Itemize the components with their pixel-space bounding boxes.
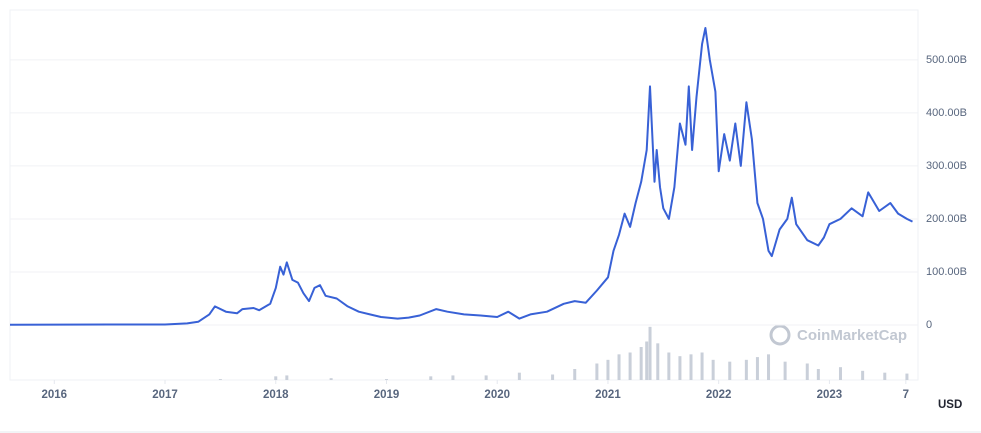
volume-bar xyxy=(689,354,693,380)
x-tick-label: 2017 xyxy=(152,389,178,401)
volume-bar xyxy=(285,375,289,380)
volume-bar xyxy=(744,359,748,380)
x-tick-label: 2018 xyxy=(263,389,289,401)
volume-bar xyxy=(645,341,649,380)
y-tick-label: 500.00B xyxy=(926,54,967,66)
volume-bar xyxy=(883,372,887,380)
volume-bar xyxy=(551,374,555,380)
volume-bar xyxy=(429,376,433,380)
volume-bar xyxy=(767,354,771,380)
x-tick-label: 2016 xyxy=(41,389,67,401)
volume-bar xyxy=(517,372,521,380)
volume-bar xyxy=(384,379,388,380)
watermark: CoinMarketCap xyxy=(769,324,907,346)
volume-bar xyxy=(639,347,643,380)
x-tick-label: 2019 xyxy=(374,389,400,401)
volume-bar xyxy=(700,352,704,380)
volume-bar xyxy=(617,354,621,380)
volume-bar xyxy=(606,359,610,380)
x-tick-label: 2020 xyxy=(484,389,510,401)
volume-bar xyxy=(678,356,682,380)
y-tick-label: 300.00B xyxy=(926,160,967,172)
volume-bar xyxy=(711,359,715,380)
volume-bar xyxy=(484,375,488,380)
volume-bar xyxy=(274,376,278,380)
price-line xyxy=(9,27,913,326)
volume-bar xyxy=(905,373,909,380)
volume-bar xyxy=(573,369,577,380)
volume-bar xyxy=(656,343,660,380)
watermark-text: CoinMarketCap xyxy=(797,327,907,344)
x-tick-label: 2022 xyxy=(706,389,732,401)
volume-bar xyxy=(218,379,222,380)
volume-bar xyxy=(648,326,652,380)
volume-bar xyxy=(595,363,599,380)
volume-bar xyxy=(783,361,787,380)
volume-bar xyxy=(451,375,455,380)
currency-label: USD xyxy=(938,399,962,411)
plot-frame xyxy=(9,9,919,381)
volume-bar xyxy=(628,352,632,380)
volume-bar xyxy=(728,361,732,380)
volume-bar xyxy=(816,369,820,380)
volume-bar xyxy=(861,370,865,380)
y-tick-label: 200.00B xyxy=(926,213,967,225)
y-tick-label: 0 xyxy=(926,319,932,331)
volume-bar xyxy=(755,357,759,380)
x-tick-label: 2023 xyxy=(817,389,843,401)
x-tick-label: 7 xyxy=(903,389,909,401)
volume-bar xyxy=(838,367,842,380)
volume-bar xyxy=(667,352,671,380)
x-tick-label: 2021 xyxy=(595,389,621,401)
volume-bar xyxy=(329,378,333,380)
y-tick-label: 100.00B xyxy=(926,266,967,278)
volume-bar xyxy=(805,363,809,380)
y-tick-label: 400.00B xyxy=(926,107,967,119)
